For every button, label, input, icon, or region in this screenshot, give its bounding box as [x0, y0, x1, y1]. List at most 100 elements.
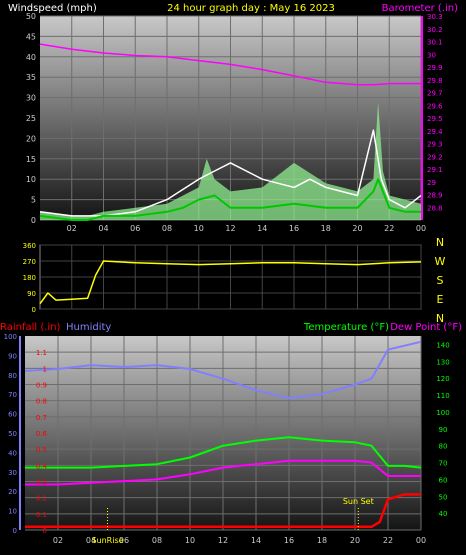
wind-axes: 02 04 06 08 10 12 14 16 18 20 22 000510152025303540…: [26, 12, 443, 233]
humidity-y-tick: 40: [8, 449, 17, 457]
temp-x-tick: 08: [152, 536, 162, 545]
humidity-label: Humidity: [66, 322, 111, 333]
wind-y-tick: 30: [26, 94, 36, 103]
barometer-y-tick: 30: [427, 51, 436, 59]
barometer-y-tick: 29.2: [427, 153, 443, 161]
barometer-y-tick: 30.1: [427, 39, 443, 47]
temp-axes: 02 04 06 08 10 12 14 16 18 20 22 0000.10.20.30.40.5…: [4, 333, 450, 545]
temp-x-tick: 02: [53, 536, 63, 545]
barometer-line: [39, 43, 421, 86]
humidity-y-tick: 0: [13, 527, 17, 535]
temp-y-tick: 120: [436, 375, 449, 383]
wind-x-tick: 02: [67, 224, 77, 233]
temp-x-tick: 22: [383, 536, 393, 545]
rain-y-tick: 1.1: [36, 349, 47, 357]
rain-y-tick: 0.9: [36, 382, 47, 390]
rain-y-tick: 0.6: [36, 430, 48, 438]
rain-y-tick: 0: [43, 527, 47, 535]
barometer-y-tick: 28.8: [427, 204, 443, 212]
rain-y-tick: 0.5: [36, 446, 47, 454]
compass-label: N: [436, 312, 444, 325]
compass-label: E: [437, 293, 444, 306]
temperature-line: [25, 436, 422, 469]
barometer-y-tick: 29.6: [427, 102, 443, 110]
barometer-y-tick: 28.9: [427, 192, 443, 200]
wind-barometer-panel: 02 04 06 08 10 12 14 16 18 20 22 000510152025303540…: [26, 12, 443, 233]
temp-x-tick: 20: [350, 536, 360, 545]
temp-y-tick: 110: [436, 392, 449, 400]
rain-y-tick: 0.1: [36, 511, 47, 519]
rain-y-tick: 0.4: [36, 462, 48, 470]
wind-x-tick: 04: [98, 224, 108, 233]
wind-y-tick: 10: [26, 175, 36, 184]
chart-title: 24 hour graph day : May 16 2023: [167, 3, 335, 14]
barometer-y-tick: 29.5: [427, 115, 443, 123]
temp-grid: [25, 336, 422, 531]
direction-series-group: [39, 260, 422, 305]
temp-x-tick: 12: [218, 536, 228, 545]
direction-y-tick: 90: [27, 290, 36, 298]
temp-x-tick: 10: [185, 536, 195, 545]
barometer-y-tick: 29.4: [427, 128, 443, 136]
humidity-y-tick: 30: [8, 469, 17, 477]
wind-x-tick: 18: [321, 224, 331, 233]
rain-humidity-temp-panel: 02 04 06 08 10 12 14 16 18 20 22 0000.10.20.30.40.5…: [4, 333, 450, 545]
temp-y-tick: 140: [436, 341, 449, 349]
wind-y-tick: 35: [26, 73, 36, 82]
temp-x-tick: 04: [86, 536, 96, 545]
wind-x-tick: 16: [289, 224, 299, 233]
direction-y-tick: 270: [23, 258, 36, 266]
temperature-label: Temperature (°F): [303, 322, 389, 333]
compass-label: S: [437, 274, 444, 287]
sun-event-label: Sun Set: [343, 497, 374, 506]
temp-y-tick: 50: [439, 493, 448, 501]
wind-y-tick: 40: [26, 53, 36, 62]
barometer-y-tick: 29.1: [427, 166, 443, 174]
temp-y-tick: 100: [436, 409, 449, 417]
humidity-line: [24, 340, 422, 400]
humidity-y-tick: 100: [4, 333, 17, 341]
wind-average-line: [39, 178, 421, 221]
barometer-label: Barometer (.in): [382, 3, 458, 14]
temp-y-tick: 40: [439, 510, 448, 518]
barometer-y-tick: 29.8: [427, 77, 443, 85]
dewpoint-line: [25, 459, 421, 486]
barometer-y-tick: 30.2: [427, 26, 443, 34]
wind-x-tick: 00: [416, 224, 426, 233]
rainfall-label: Rainfall (.in): [0, 322, 61, 333]
rain-y-tick: 0.8: [36, 398, 47, 406]
windspeed-label: Windspeed (mph): [8, 3, 97, 14]
wind-speed-line: [39, 129, 422, 217]
wind-y-tick: 0: [31, 216, 36, 225]
humidity-y-tick: 60: [8, 411, 17, 419]
wind-x-tick: 08: [162, 224, 172, 233]
wind-x-tick: 22: [384, 224, 394, 233]
humidity-y-tick: 20: [8, 488, 17, 496]
barometer-y-tick: 29.9: [427, 64, 443, 72]
humidity-y-tick: 50: [8, 430, 17, 438]
wind-x-tick: 14: [257, 224, 267, 233]
wind-y-tick: 20: [26, 134, 36, 143]
wind-direction-line: [39, 260, 422, 305]
wind-y-tick: 50: [26, 12, 36, 21]
humidity-y-tick: 10: [8, 508, 17, 516]
humidity-y-tick: 80: [8, 372, 17, 380]
temp-y-tick: 70: [439, 460, 448, 468]
rain-y-tick: 1: [43, 365, 47, 373]
wind-x-tick: 10: [194, 224, 204, 233]
direction-y-tick: 360: [23, 242, 36, 250]
direction-y-tick: 180: [23, 274, 36, 282]
barometer-y-tick: 29.7: [427, 90, 443, 98]
compass-label: N: [436, 236, 444, 249]
temp-y-tick: 60: [439, 476, 448, 484]
wind-y-tick: 15: [26, 155, 36, 164]
wind-x-tick: 12: [225, 224, 235, 233]
humidity-y-tick: 70: [8, 391, 17, 399]
rain-y-tick: 0.3: [36, 479, 47, 487]
wind-gust-area: [40, 101, 421, 220]
barometer-y-tick: 30.3: [427, 13, 443, 21]
wind-grid: [40, 15, 422, 221]
